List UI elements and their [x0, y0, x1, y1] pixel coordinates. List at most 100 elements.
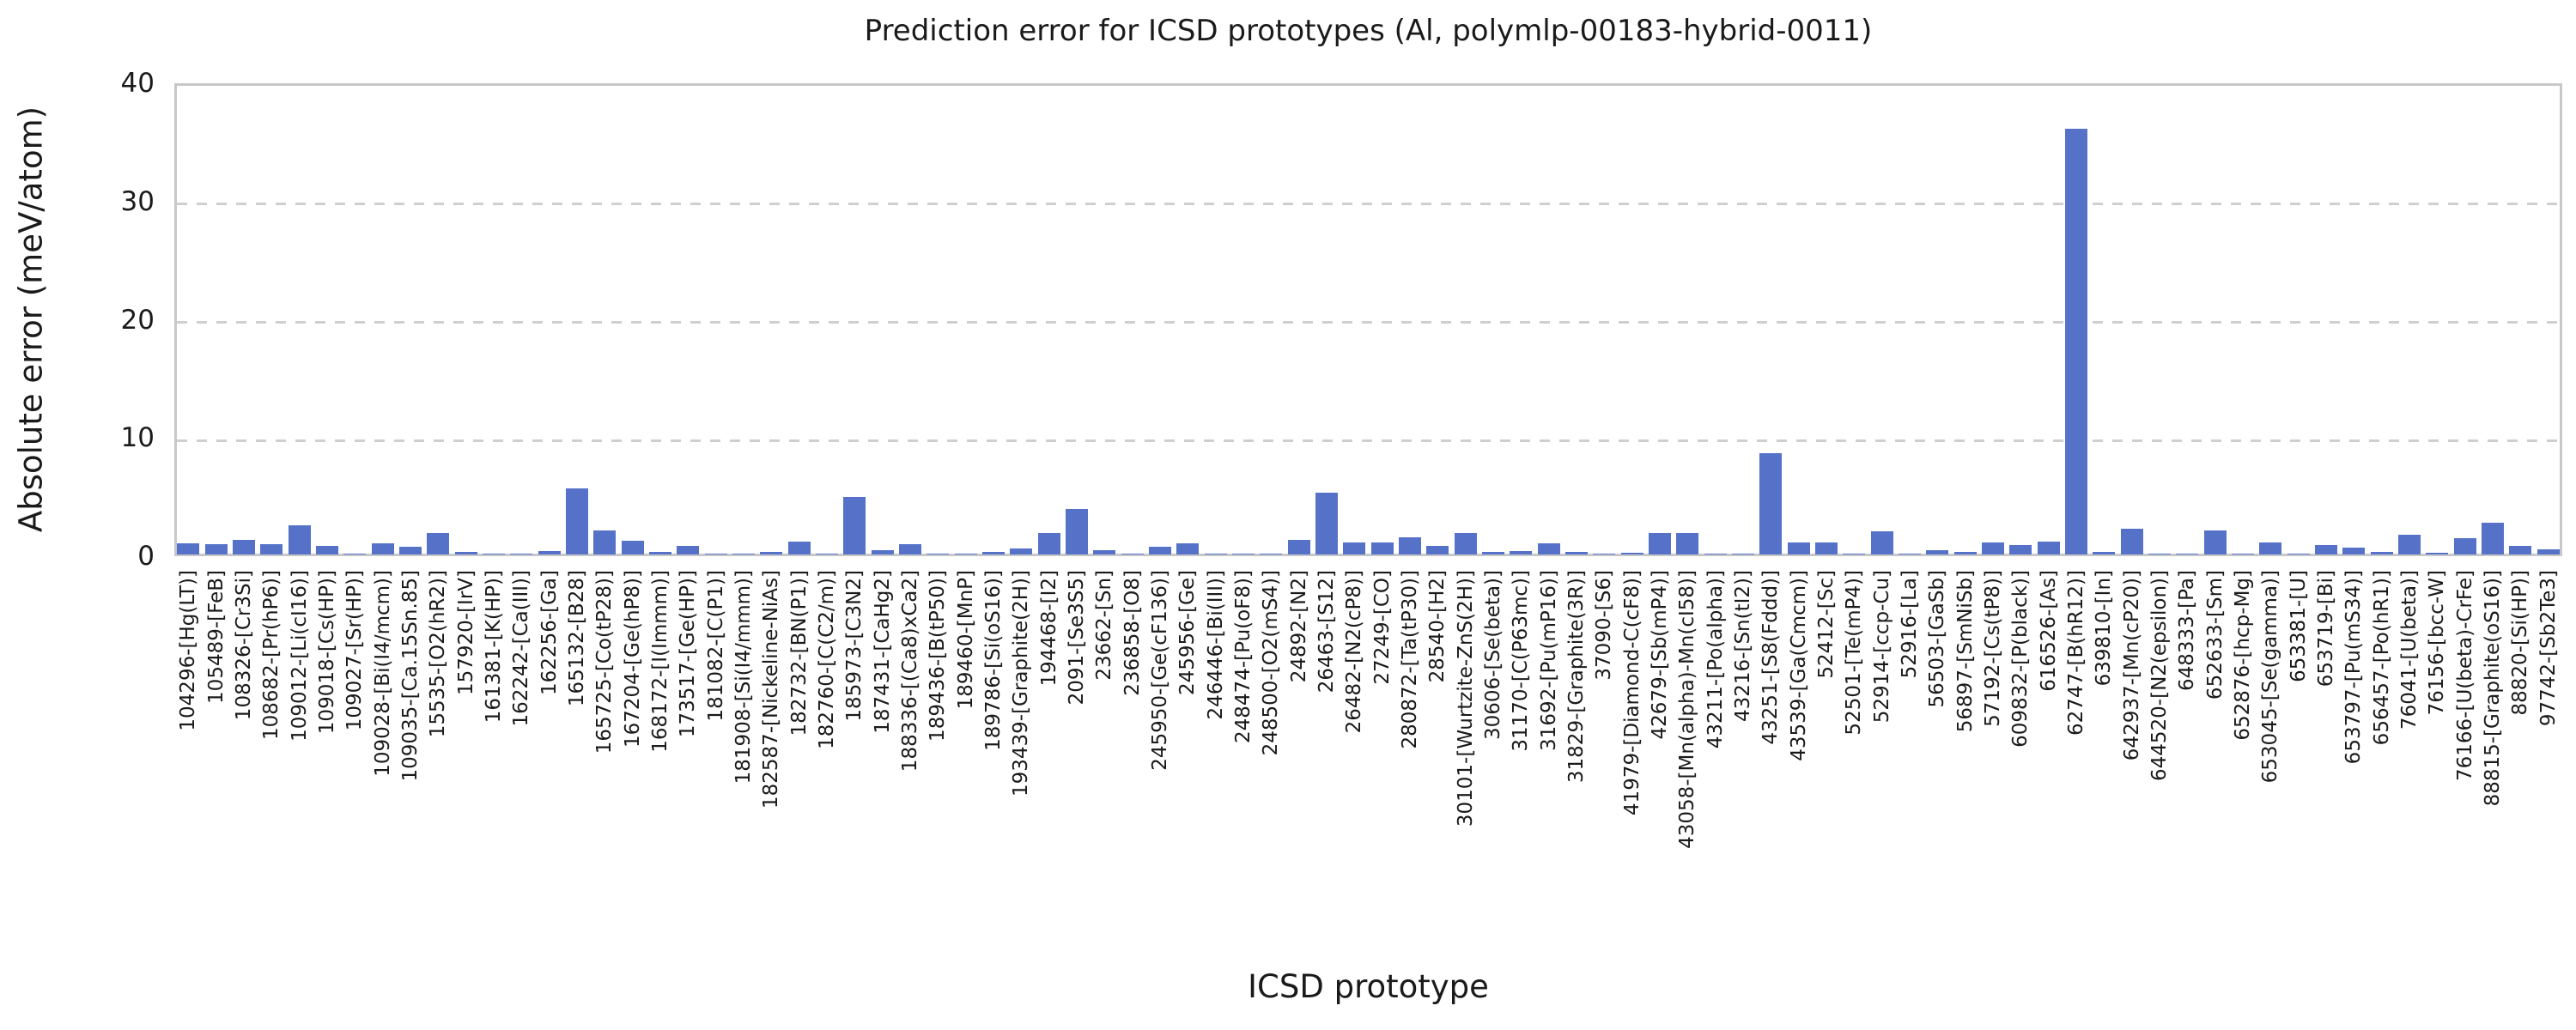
bar-653719-[Bi]	[2315, 545, 2337, 554]
bar-609832-[P(black)]	[2009, 545, 2032, 554]
bar-182732-[BN(P1)]	[788, 542, 811, 554]
bar-193439-[Graphite(2H)]	[1010, 548, 1032, 554]
bar-187431-[CaHg2]	[872, 550, 894, 554]
x-tick-label-109035-[Ca.15Sn.85]: 109035-[Ca.15Sn.85]	[399, 570, 422, 782]
bar-56897-[SmNiSb]	[1954, 552, 1977, 554]
x-tick-label-185973-[C3N2]: 185973-[C3N2]	[843, 570, 866, 722]
x-tick-label-182760-[C(C2/m)]: 182760-[C(C2/m)]	[816, 570, 838, 749]
x-tick-label-248500-[O2(mS4)]: 248500-[O2(mS4)]	[1260, 570, 1282, 756]
bar-43251-[S8(Fddd)]	[1759, 453, 1782, 554]
x-tick-label-182732-[BN(P1)]: 182732-[BN(P1)]	[788, 570, 811, 736]
x-tick-label-609832-[P(black)]: 609832-[P(black)]	[2009, 570, 2032, 748]
x-tick-label-31170-[C(P63mc)]: 31170-[C(P63mc)]	[1510, 570, 1532, 752]
x-tick-label-43539-[Ga(Cmcm)]: 43539-[Ga(Cmcm)]	[1788, 570, 1810, 761]
plot-area	[174, 83, 2562, 556]
x-tick-label-652633-[Sm]: 652633-[Sm]	[2204, 570, 2227, 700]
bar-2091-[Se3S5]	[1066, 509, 1088, 554]
bar-157920-[IrV]	[455, 552, 477, 554]
bar-56503-[GaSb]	[1926, 550, 1948, 554]
bar-162256-[Ga]	[538, 551, 561, 554]
bar-105489-[FeB]	[205, 544, 228, 554]
x-tick-label-189460-[MnP]: 189460-[MnP]	[955, 570, 977, 710]
x-tick-label-167204-[Ge(hP8)]: 167204-[Ge(hP8)]	[622, 570, 644, 748]
x-tick-label-23662-[Sn]: 23662-[Sn]	[1093, 570, 1115, 681]
x-tick-label-653045-[Se(gamma)]: 653045-[Se(gamma)]	[2259, 570, 2281, 784]
x-tick-label-246446-[Bi(III)]: 246446-[Bi(III)]	[1205, 570, 1227, 720]
x-tick-label-43058-[Mn(alpha)-Mn(cI58)]: 43058-[Mn(alpha)-Mn(cI58)]	[1676, 570, 1698, 849]
x-tick-label-31829-[Graphite(3R)]: 31829-[Graphite(3R)]	[1565, 570, 1588, 784]
x-tick-label-157920-[IrV]: 157920-[IrV]	[455, 570, 477, 696]
bar-52412-[Sc]	[1815, 542, 1838, 554]
x-tick-label-105489-[FeB]: 105489-[FeB]	[205, 570, 228, 704]
x-tick-label-648333-[Pa]: 648333-[Pa]	[2176, 570, 2198, 691]
bar-97742-[Sb2Te3]	[2537, 549, 2560, 554]
bar-43058-[Mn(alpha)-Mn(cI58)]	[1676, 533, 1698, 554]
x-tick-label-43251-[S8(Fddd)]: 43251-[S8(Fddd)]	[1759, 570, 1782, 745]
bar-639810-[In]	[2093, 552, 2115, 554]
bar-57192-[Cs(tP8)]	[1982, 542, 2004, 554]
x-tick-label-57192-[Cs(tP8)]: 57192-[Cs(tP8)]	[1982, 570, 2004, 727]
x-tick-label-76166-[U(beta)-CrFe]: 76166-[U(beta)-CrFe]	[2454, 570, 2476, 781]
x-tick-label-642937-[Mn(cP20)]: 642937-[Mn(cP20)]	[2121, 570, 2143, 761]
x-tick-label-88815-[Graphite(oS16)]: 88815-[Graphite(oS16)]	[2482, 570, 2504, 807]
x-tick-label-162256-[Ga]: 162256-[Ga]	[538, 570, 561, 695]
bar-109012-[Li(cI16)]	[289, 525, 311, 554]
bar-653797-[Pu(mS34)]	[2342, 548, 2365, 554]
y-tick-label-10: 10	[120, 422, 155, 453]
x-tick-label-30606-[Se(beta)]: 30606-[Se(beta)]	[1482, 570, 1504, 740]
x-tick-label-37090-[S6]: 37090-[S6]	[1593, 570, 1615, 681]
x-tick-label-168172-[I(Immm)]: 168172-[I(Immm)]	[649, 570, 671, 753]
bar-245956-[Ge]	[1176, 543, 1199, 554]
bar-109018-[Cs(HP)]	[316, 546, 338, 554]
bar-26463-[S12]	[1315, 493, 1338, 554]
x-tick-label-109018-[Cs(HP)]: 109018-[Cs(HP)]	[316, 570, 338, 735]
x-tick-label-88820-[Si(HP)]: 88820-[Si(HP)]	[2509, 570, 2531, 716]
bar-76166-[U(beta)-CrFe]	[2454, 538, 2476, 554]
bar-88820-[Si(HP)]	[2509, 546, 2531, 554]
bar-652633-[Sm]	[2204, 530, 2227, 554]
x-tick-label-109028-[Bi(I4/mcm)]: 109028-[Bi(I4/mcm)]	[372, 570, 394, 777]
bar-23662-[Sn]	[1093, 550, 1115, 554]
bar-189786-[Si(oS16)]	[982, 552, 1005, 554]
x-tick-label-56897-[SmNiSb]: 56897-[SmNiSb]	[1954, 570, 1977, 733]
x-tick-label-653719-[Bi]: 653719-[Bi]	[2315, 570, 2337, 688]
y-tick-label-0: 0	[137, 541, 155, 572]
bar-194468-[I2]	[1038, 533, 1060, 554]
y-tick-label-30: 30	[120, 186, 155, 217]
bar-43539-[Ga(Cmcm)]	[1788, 542, 1810, 554]
gridline-y-30	[177, 203, 2560, 205]
bar-280872-[Ta(tP30)]	[1399, 537, 1421, 554]
bar-182587-[Nickeline-NiAs]	[760, 552, 782, 554]
bar-109028-[Bi(I4/mcm)]	[372, 543, 394, 554]
bar-173517-[Ge(HP)]	[677, 546, 699, 554]
bar-31692-[Pu(mP16)]	[1538, 543, 1560, 554]
x-tick-label-173517-[Ge(HP)]: 173517-[Ge(HP)]	[677, 570, 699, 738]
x-tick-label-165132-[B28]: 165132-[B28]	[566, 570, 588, 707]
x-tick-label-42679-[Sb(mP4)]: 42679-[Sb(mP4)]	[1649, 570, 1671, 740]
bar-15535-[O2(hR2)]	[427, 533, 449, 554]
x-tick-label-27249-[CO]: 27249-[CO]	[1371, 570, 1394, 685]
bar-108682-[Pr(hP6)]	[260, 544, 283, 554]
x-tick-label-26463-[S12]: 26463-[S12]	[1315, 570, 1338, 694]
bar-188336-[(Ca8)xCa2]	[899, 544, 921, 554]
x-tick-label-653381-[U]: 653381-[U]	[2287, 570, 2310, 682]
x-tick-label-97742-[Sb2Te3]: 97742-[Sb2Te3]	[2537, 570, 2560, 727]
x-tick-label-182587-[Nickeline-NiAs]: 182587-[Nickeline-NiAs]	[760, 570, 782, 809]
bar-27249-[CO]	[1371, 542, 1394, 554]
x-tick-label-194468-[I2]: 194468-[I2]	[1038, 570, 1060, 687]
bar-42679-[Sb(mP4)]	[1649, 533, 1671, 554]
x-tick-label-181908-[Si(I4/mmm)]: 181908-[Si(I4/mmm)]	[732, 570, 755, 785]
x-tick-label-56503-[GaSb]: 56503-[GaSb]	[1926, 570, 1948, 708]
x-tick-label-15535-[O2(hR2)]: 15535-[O2(hR2)]	[427, 570, 449, 738]
bar-52914-[ccp-Cu]	[1871, 531, 1893, 554]
y-tick-label-40: 40	[120, 68, 155, 99]
x-axis-label: ICSD prototype	[1248, 968, 1489, 1005]
gridline-y-10	[177, 439, 2560, 442]
bar-28540-[H2]	[1426, 546, 1449, 554]
bar-616526-[As]	[2038, 542, 2060, 554]
x-tick-label-189436-[B(tP50)]: 189436-[B(tP50)]	[927, 570, 949, 742]
x-tick-label-109027-[Sr(HP)]: 109027-[Sr(HP)]	[343, 570, 366, 731]
chart-title: Prediction error for ICSD prototypes (Al…	[864, 14, 1873, 48]
x-tick-label-43216-[Sn(tI2)]: 43216-[Sn(tI2)]	[1732, 570, 1754, 722]
x-tick-label-188336-[(Ca8)xCa2]: 188336-[(Ca8)xCa2]	[899, 570, 921, 772]
